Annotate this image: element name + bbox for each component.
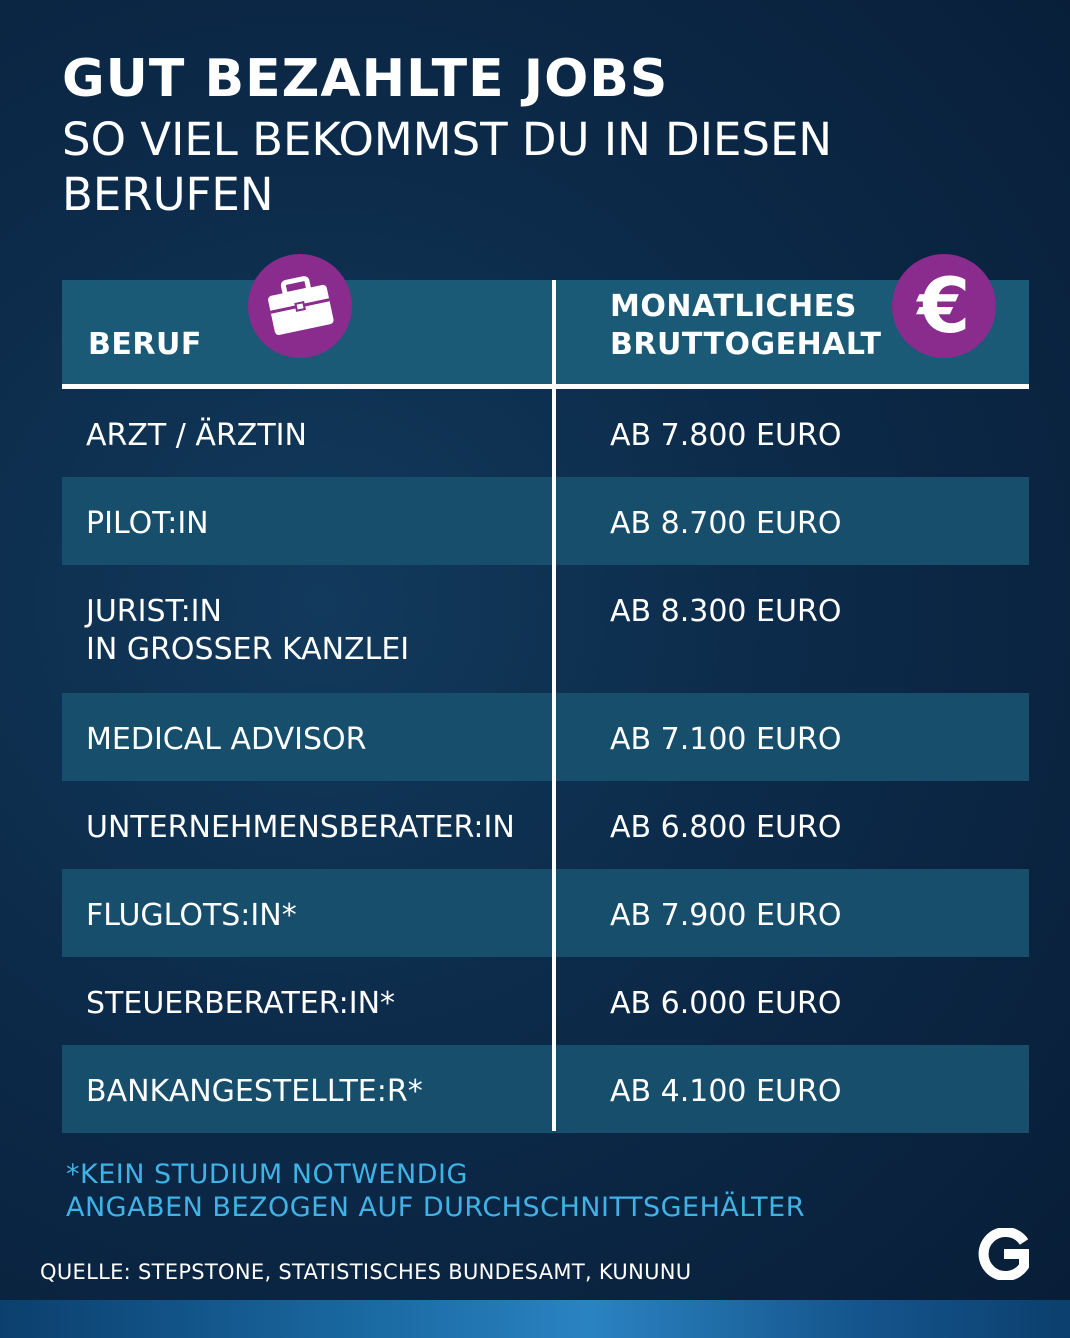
job-cell: PILOT:IN <box>86 506 209 541</box>
table-row: ARZT / ÄRZTIN AB 7.800 EURO <box>62 389 1029 477</box>
salary-table: BERUF MONATLICHES BRUTTOGEHALT ARZT / ÄR… <box>62 280 1029 1133</box>
table-row: JURIST:IN IN GROSSER KANZLEI AB 8.300 EU… <box>62 565 1029 693</box>
table-row: PILOT:IN AB 8.700 EURO <box>62 477 1029 565</box>
salary-cell: AB 7.800 EURO <box>610 418 842 453</box>
job-cell: UNTERNEHMENSBERATER:IN <box>86 810 515 845</box>
job-cell: ARZT / ÄRZTIN <box>86 418 307 453</box>
briefcase-icon <box>248 254 352 358</box>
footnote: *KEIN STUDIUM NOTWENDIG ANGABEN BEZOGEN … <box>66 1158 805 1224</box>
salary-cell: AB 4.100 EURO <box>610 1074 842 1109</box>
job-cell: FLUGLOTS:IN* <box>86 898 297 933</box>
table-row: FLUGLOTS:IN* AB 7.900 EURO <box>62 869 1029 957</box>
table-header: BERUF MONATLICHES BRUTTOGEHALT <box>62 280 1029 389</box>
footnote-line-1: *KEIN STUDIUM NOTWENDIG <box>66 1159 468 1190</box>
g-logo-icon <box>974 1227 1030 1284</box>
table-row: MEDICAL ADVISOR AB 7.100 EURO <box>62 693 1029 781</box>
source-line: QUELLE: STEPSTONE, STATISTISCHES BUNDESA… <box>40 1260 692 1284</box>
salary-cell: AB 8.300 EURO <box>610 594 842 629</box>
job-cell: BANKANGESTELLTE:R* <box>86 1074 423 1109</box>
salary-cell: AB 6.000 EURO <box>610 986 842 1021</box>
page-subtitle: SO VIEL BEKOMMST DU IN DIESEN BERUFEN <box>62 113 833 221</box>
table-row: BANKANGESTELLTE:R* AB 4.100 EURO <box>62 1045 1029 1133</box>
salary-cell: AB 6.800 EURO <box>610 810 842 845</box>
table-row: STEUERBERATER:IN* AB 6.000 EURO <box>62 957 1029 1045</box>
salary-cell: AB 8.700 EURO <box>610 506 842 541</box>
job-cell: STEUERBERATER:IN* <box>86 986 396 1021</box>
column-divider <box>552 280 556 1131</box>
footnote-line-2: ANGABEN BEZOGEN AUF DURCHSCHNITTSGEHÄLTE… <box>66 1192 805 1223</box>
column-header-salary: MONATLICHES BRUTTOGEHALT <box>610 289 882 362</box>
page-title: GUT BEZAHLTE JOBS <box>62 49 669 109</box>
bottom-bar <box>0 1300 1070 1338</box>
job-cell: JURIST:IN IN GROSSER KANZLEI <box>86 594 410 667</box>
euro-icon: € <box>892 254 996 358</box>
column-header-job: BERUF <box>88 327 202 362</box>
table-row: UNTERNEHMENSBERATER:IN AB 6.800 EURO <box>62 781 1029 869</box>
salary-cell: AB 7.900 EURO <box>610 898 842 933</box>
job-cell: MEDICAL ADVISOR <box>86 722 367 757</box>
salary-cell: AB 7.100 EURO <box>610 722 842 757</box>
